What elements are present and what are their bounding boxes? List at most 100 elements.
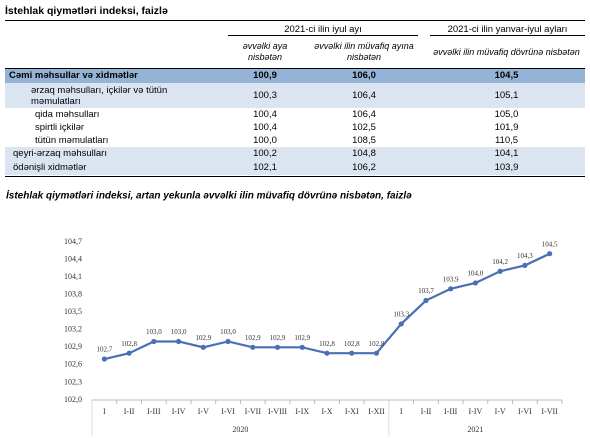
x-tick-label: I — [103, 407, 106, 416]
marker — [448, 286, 454, 292]
x-tick-label: I-IV — [172, 407, 186, 416]
data-label: 103,9 — [443, 275, 459, 283]
y-tick-label: 102,6 — [64, 360, 82, 369]
y-tick-label: 104,4 — [64, 254, 82, 263]
data-label: 102,7 — [96, 346, 112, 354]
data-label: 102,8 — [121, 340, 137, 348]
table-row — [5, 68, 585, 83]
x-tick-label: I-III — [444, 407, 458, 416]
marker — [497, 268, 503, 274]
title: İstehlak qiymətləri indeksi, faizlə — [5, 4, 168, 17]
table-cell: 104,8 — [352, 148, 376, 159]
table-cell: 104,5 — [494, 70, 519, 81]
x-tick-label: I — [400, 407, 403, 416]
marker — [101, 356, 107, 362]
data-label: 104,5 — [542, 240, 558, 248]
data-label: 102,9 — [195, 334, 211, 342]
y-tick-label: 103,8 — [64, 289, 82, 298]
x-tick-label: I-XII — [368, 407, 385, 416]
column-header: əvvəlki ilin müvafiq dövrünə nisbətən — [433, 46, 580, 57]
table-cell: 100,0 — [253, 135, 277, 146]
marker — [250, 344, 256, 350]
y-tick-label: 104,1 — [64, 272, 82, 281]
x-tick-label: I-VIII — [268, 407, 287, 416]
marker — [349, 350, 355, 356]
table-cell: 100,4 — [253, 109, 277, 120]
chart: İstehlak qiymətləri indeksi, artan yekun… — [6, 189, 563, 436]
table-cell: 100,4 — [253, 122, 277, 133]
marker — [200, 344, 206, 350]
table-row — [5, 83, 585, 108]
data-label: 104,3 — [517, 252, 533, 260]
table-cell: 106,4 — [352, 109, 376, 120]
marker — [373, 350, 380, 356]
data-label: 102,8 — [344, 340, 360, 348]
data-label: 102,9 — [294, 334, 310, 342]
row-label: ərzaq məhsulları, içkilər və tütün məmul… — [31, 84, 168, 107]
y-tick-label: 102,9 — [64, 342, 82, 351]
data-label: 102,9 — [245, 334, 261, 342]
data-label: 103,0 — [171, 328, 187, 336]
chart-title: İstehlak qiymətləri indeksi, artan yekun… — [6, 189, 412, 202]
table-cell: 106,0 — [352, 70, 376, 81]
marker — [225, 338, 231, 345]
y-tick-label: 104,7 — [64, 237, 82, 246]
table-cell: 102,5 — [352, 122, 376, 133]
table-cell: 108,5 — [352, 135, 376, 146]
y-tick-label: 102,3 — [64, 377, 82, 386]
row-label: qeyri-ərzaq məhsulları — [13, 148, 107, 159]
x-tick-label: I-VI — [221, 407, 235, 416]
table-cell: 110,5 — [494, 135, 519, 146]
title-rule — [5, 20, 585, 21]
table-cell: 106,4 — [352, 90, 376, 101]
table-cell: 105,1 — [494, 90, 519, 101]
x-tick-label: I-V — [198, 407, 209, 416]
table-row — [5, 160, 585, 175]
table-cell: 102,1 — [253, 162, 277, 173]
marker — [175, 338, 182, 345]
x-tick-label: I-VI — [518, 407, 532, 416]
data-label: 103,3 — [393, 311, 409, 319]
data-label: 103,0 — [146, 328, 162, 336]
table-cell: 100,2 — [253, 148, 277, 159]
marker — [324, 350, 330, 356]
data-label: 103,0 — [220, 328, 236, 336]
table-cell: 105,0 — [494, 109, 519, 120]
data-label: 102,8 — [369, 340, 385, 348]
marker — [151, 338, 157, 345]
table-row — [5, 147, 585, 160]
row-label: spirtli içkilər — [35, 122, 85, 133]
x-tick-label: I-II — [421, 407, 432, 416]
x-tick-label: I-XI — [345, 407, 359, 416]
marker — [522, 262, 528, 269]
data-label: 104,2 — [492, 258, 508, 266]
table-rule — [5, 176, 585, 177]
row-label: qida məhsulları — [35, 109, 100, 120]
marker — [299, 344, 305, 350]
row-label: ödənişli xidmətlər — [13, 162, 87, 173]
row-label: Cəmi məhsullar və xidmətlər — [9, 70, 138, 81]
x-tick-label: I-VII — [541, 407, 558, 416]
x-tick-label: I-VII — [245, 407, 262, 416]
table-cell: 104,1 — [494, 148, 519, 159]
data-label: 102,8 — [319, 340, 335, 348]
column-group: 2021-ci ilin iyul ayı — [228, 23, 418, 36]
marker — [423, 297, 429, 304]
x-group-label: 2020 — [232, 425, 248, 434]
x-tick-label: I-IX — [295, 407, 309, 416]
table-cell: 101,9 — [494, 122, 519, 133]
column-header: əvvəlki ilin müvafiq ayına nisbətən — [314, 41, 414, 62]
y-tick-label: 102,0 — [64, 395, 82, 404]
column-group: 2021-ci ilin yanvar-iyul ayları — [430, 23, 585, 36]
marker — [126, 350, 132, 356]
table-cell: 100,3 — [253, 90, 277, 101]
marker — [274, 344, 281, 350]
x-tick-label: I-IV — [469, 407, 483, 416]
x-tick-label: I-V — [495, 407, 506, 416]
data-label: 102,9 — [270, 334, 286, 342]
table-cell: 106,2 — [352, 162, 376, 173]
x-tick-label: I-X — [321, 407, 332, 416]
data-label: 103,7 — [418, 287, 434, 295]
y-tick-label: 103,5 — [64, 307, 82, 316]
